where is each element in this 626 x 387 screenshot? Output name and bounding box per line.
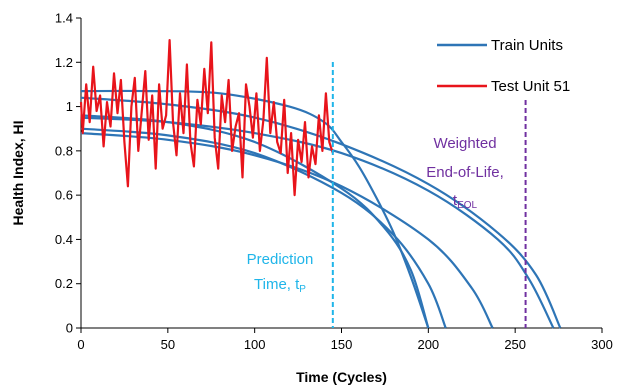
y-tick-label: 0.4 xyxy=(55,232,73,247)
train-units-series xyxy=(80,89,562,329)
train-unit-line xyxy=(80,96,562,329)
y-tick-label: 1 xyxy=(66,99,73,114)
train-unit-line xyxy=(80,132,494,329)
weighted-eol-label: End-of-Life, xyxy=(426,164,504,181)
y-tick-label: 0 xyxy=(66,321,73,336)
legend-label: Test Unit 51 xyxy=(491,78,570,95)
y-tick-label: 0.2 xyxy=(55,276,73,291)
x-tick-label: 300 xyxy=(591,337,613,352)
x-tick-label: 50 xyxy=(161,337,175,352)
train-unit-line xyxy=(80,89,430,329)
y-tick-label: 1.4 xyxy=(55,11,73,26)
x-tick-label: 100 xyxy=(244,337,266,352)
weighted-eol-subscript: EOL xyxy=(457,200,477,211)
x-tick-label: 0 xyxy=(77,337,84,352)
y-tick-label: 1.2 xyxy=(55,55,73,70)
y-axis-title: Health Index, HI xyxy=(10,120,26,225)
x-axis-title: Time (Cycles) xyxy=(296,369,387,385)
weighted-eol-label: Weighted xyxy=(433,135,496,152)
x-tick-label: 200 xyxy=(417,337,439,352)
prediction-time-subscript: P xyxy=(299,284,306,295)
x-tick-label: 250 xyxy=(504,337,526,352)
train-unit-line xyxy=(80,127,447,329)
legend-label: Train Units xyxy=(491,37,563,54)
test-unit-line xyxy=(79,38,334,197)
test-unit-series xyxy=(79,38,334,197)
train-unit-line xyxy=(80,116,555,329)
legend: Train Units Test Unit 51 xyxy=(437,37,570,95)
prediction-time-label: Prediction xyxy=(247,251,314,268)
y-tick-label: 0.6 xyxy=(55,188,73,203)
prediction-time-label: Time, tP xyxy=(254,276,306,295)
y-tick-label: 0.8 xyxy=(55,143,73,158)
x-tick-label: 150 xyxy=(331,337,353,352)
axes: 0 0.2 0.4 0.6 0.8 1 1.2 1.4 0 50 100 150 200 250 300 xyxy=(55,11,613,353)
